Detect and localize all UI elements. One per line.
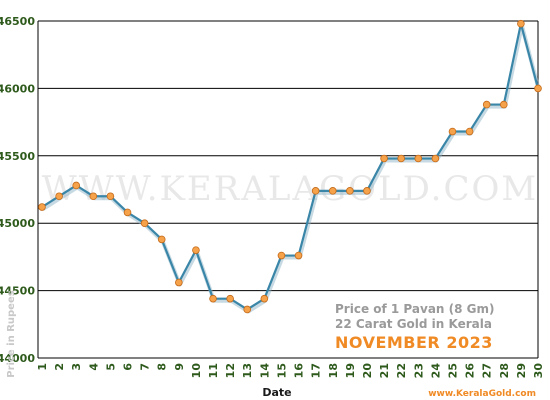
data-point [209,294,217,303]
data-point [499,100,508,109]
y-tick-label: 44500 [0,285,35,298]
data-point [123,208,132,217]
x-tick-label: 2 [53,363,66,371]
data-point [38,203,46,211]
x-tick-label: 4 [87,363,100,371]
x-tick-label: 27 [481,363,494,378]
x-tick-label: 18 [327,363,340,378]
x-tick-label: 13 [241,363,254,378]
data-point [380,154,388,163]
y-tick-label: 45000 [0,217,35,230]
data-point [414,154,423,163]
x-tick-label: 14 [258,363,271,379]
data-point [431,154,440,163]
data-point [311,187,320,195]
data-point [175,278,183,287]
x-tick-label: 12 [224,363,237,378]
data-point [89,192,98,201]
price-series [41,22,541,314]
data-point [534,84,542,93]
data-point [346,187,354,195]
data-point [55,192,63,201]
credit-text: www.KeralaGold.com [428,389,536,399]
data-point [192,246,200,254]
annotation-weight: Price of 1 Pavan (8 Gm) [335,302,495,316]
x-tick-label: 17 [310,363,323,378]
x-tick-label: 19 [344,363,357,378]
data-point [294,251,303,260]
data-point [260,294,269,303]
x-tick-labels: 1 2 3 4 5 6 7 8 9 10 11 12 13 14 15 16 17 18 19 20 21 22 23 24 2… [36,363,545,379]
x-tick-label: 28 [498,363,511,378]
data-point [397,154,405,163]
data-point [482,100,491,109]
x-axis-label: Date [262,386,291,399]
series-line [41,22,540,311]
x-tick-label: 9 [173,363,186,371]
data-point [465,127,474,136]
x-tick-label: 25 [446,363,459,378]
data-points [38,19,542,314]
x-tick-label: 5 [104,363,117,371]
data-point [157,235,166,244]
x-tick-label: 21 [378,363,391,378]
x-tick-label: 26 [464,363,477,379]
x-tick-label: 1 [36,363,49,371]
y-tick-label: 46000 [0,82,35,95]
data-point [140,219,149,228]
data-point [72,181,81,190]
watermark-text: WWW.KERALAGOLD.COM [42,169,538,209]
x-tick-label: 24 [429,363,442,379]
y-tick-labels: 44000 44500 45000 45500 46000 46500 [0,15,35,365]
x-tick-label: 23 [412,363,425,378]
data-point [226,294,234,303]
y-tick-label: 44000 [0,352,35,365]
data-point [243,305,252,314]
data-point [106,192,115,201]
x-tick-label: 20 [361,363,374,379]
x-tick-label: 6 [122,363,135,371]
x-tick-label: 22 [395,363,408,378]
data-point [448,127,457,136]
y-tick-label: 46500 [0,15,35,28]
x-tick-label: 3 [70,363,83,371]
grid-lines [37,20,539,359]
data-point [277,251,286,260]
x-tick-label: 15 [275,363,288,378]
annotation-purity: 22 Carat Gold in Kerala [335,317,492,331]
x-tick-label: 11 [207,363,220,378]
x-tick-label: 16 [293,363,306,379]
x-tick-label: 8 [156,363,169,371]
data-point [363,187,371,195]
x-tick-label: 30 [532,363,545,379]
y-tick-label: 45500 [0,150,35,163]
x-tick-label: 7 [139,363,152,371]
data-point [517,19,525,28]
y-axis-label: Price in Rupees [6,290,17,377]
x-tick-label: 10 [190,363,203,379]
annotation-month: NOVEMBER 2023 [335,333,493,352]
data-point [328,187,337,195]
x-tick-label: 29 [515,363,528,378]
